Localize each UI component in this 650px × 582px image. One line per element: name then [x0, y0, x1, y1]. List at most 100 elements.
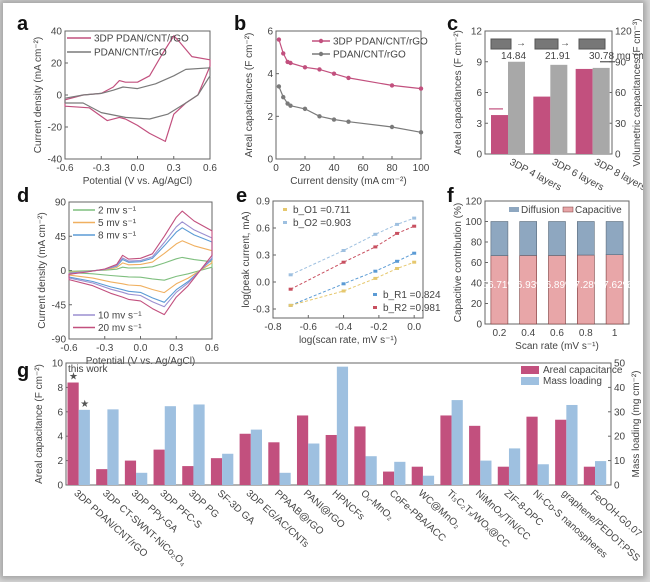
panel-label-e: e	[236, 185, 247, 207]
x-tick-label: 0.0	[407, 322, 421, 333]
areal-capacitance-bar	[411, 466, 423, 485]
y-tick-label: 0	[476, 320, 482, 331]
areal-capacitance-bar	[383, 471, 395, 485]
bar-value-label: 66.93%	[511, 280, 545, 291]
bar-value-label: 67.28%	[569, 280, 603, 291]
data-point	[331, 117, 337, 122]
data-point	[317, 67, 322, 72]
volumetric-bar	[550, 64, 568, 154]
y-tick-label: 0	[56, 91, 62, 102]
mass-loading-bar	[508, 448, 521, 485]
diffusion-bar	[490, 221, 509, 256]
mass-loading-bar	[164, 406, 176, 485]
y-tick-label: 4	[57, 432, 63, 443]
x-axis-label: log(scan rate, mV s⁻¹)	[299, 335, 397, 346]
arrow-icon: →	[516, 38, 526, 49]
areal-capacitance-bar	[268, 442, 280, 485]
mass-loading-bar	[136, 472, 148, 485]
x-tick-label: 0.4	[521, 328, 535, 339]
data-point	[389, 83, 395, 88]
x-tick-label: 0.3	[169, 343, 183, 354]
x-tick-label: -0.8	[264, 322, 282, 333]
data-point	[302, 106, 308, 112]
star-icon: ★	[69, 372, 78, 383]
plot-frame-b	[275, 30, 422, 160]
mass-annotation: 30.78 mg cm⁻²	[589, 51, 643, 62]
legend-marker	[373, 306, 377, 309]
panel-label-b: b	[234, 13, 246, 35]
areal-bar	[491, 115, 508, 154]
legend-label: 2 mv s⁻¹	[98, 206, 137, 217]
data-point	[412, 216, 417, 220]
areal-capacitance-bar	[583, 466, 596, 485]
x-axis-label: Potential (V vs. Ag/AgCl)	[83, 176, 193, 187]
y-tick-label: 0.6	[256, 224, 270, 235]
y-tick-label: 80	[471, 238, 483, 249]
areal-capacitance-bar	[526, 416, 538, 485]
x-tick-label: -0.6	[300, 322, 318, 333]
data-point	[317, 114, 322, 119]
x-axis-label: Current density (mA cm⁻²)	[290, 176, 406, 187]
data-point	[288, 303, 293, 307]
mass-loading-bar	[394, 461, 406, 485]
legend-marker	[318, 51, 324, 57]
y2-tick-label: 60	[615, 88, 627, 99]
legend-label: Diffusion	[521, 205, 560, 216]
areal-capacitance-bar	[555, 419, 567, 485]
areal-capacitance-bar	[124, 460, 137, 485]
volumetric-bar	[508, 61, 525, 154]
mass-loading-bar	[365, 456, 377, 485]
data-point	[281, 51, 286, 56]
x-tick-label: 80	[386, 163, 398, 174]
data-point	[395, 259, 400, 263]
legend-marker	[283, 208, 287, 211]
legend-label: Mass loading	[543, 376, 602, 387]
this-work-annotation: this work	[68, 364, 108, 375]
panel-label-g: g	[17, 360, 29, 382]
data-point	[276, 37, 282, 42]
data-point	[276, 84, 282, 89]
x-tick-label: 0	[273, 163, 279, 174]
areal-capacitance-bar	[325, 434, 337, 485]
y-axis-label: log(peak current, mA)	[241, 211, 252, 307]
x-tick-label: -0.6	[60, 343, 78, 354]
y-tick-label: 3	[476, 119, 482, 130]
data-point	[346, 119, 351, 124]
y2-tick-label: 30	[615, 119, 627, 130]
x-tick-label: 0.3	[167, 163, 181, 174]
slope-annotation: b_O1 =0.711	[293, 205, 351, 216]
legend-label: Areal capacitance	[543, 365, 623, 376]
data-point	[418, 130, 424, 135]
x-tick-label: 0.6	[203, 163, 217, 174]
data-point	[412, 224, 417, 228]
legend-label: 20 mv s⁻¹	[98, 323, 142, 334]
y-tick-label: 40	[471, 279, 483, 290]
plot-frame-e	[272, 200, 424, 319]
y2-tick-label: 50	[614, 359, 626, 370]
mass-loading-bar	[250, 429, 263, 485]
areal-capacitance-bar	[469, 425, 481, 485]
mass-loading-bar	[480, 460, 492, 485]
diffusion-bar	[519, 221, 538, 256]
y2-axis-label: Mass loading (mg cm⁻²)	[631, 371, 642, 478]
data-point	[412, 251, 417, 255]
areal-capacitance-bar	[296, 415, 309, 485]
y-axis-label: Current density (mA cm⁻²)	[33, 37, 44, 153]
mass-loading-bar	[78, 409, 90, 485]
y-tick-label: 0	[267, 155, 273, 166]
bar-value-label: 67.62%	[598, 280, 632, 291]
x-tick-label: 20	[299, 163, 311, 174]
diffusion-bar	[605, 221, 624, 255]
data-point	[373, 245, 378, 249]
x-tick-label: 60	[357, 163, 369, 174]
y-tick-label: 60	[471, 258, 483, 269]
y-tick-label: 120	[465, 197, 482, 208]
mass-annotation: 21.91	[545, 51, 570, 62]
legend-label: 10 mv s⁻¹	[98, 311, 142, 322]
y-tick-label: 0.9	[256, 197, 270, 208]
y-tick-label: 20	[471, 299, 483, 310]
legend-swatch-areal	[521, 366, 539, 374]
panel-label-a: a	[17, 13, 29, 35]
fit-line	[290, 225, 415, 290]
x-tick-label: -0.6	[56, 163, 74, 174]
